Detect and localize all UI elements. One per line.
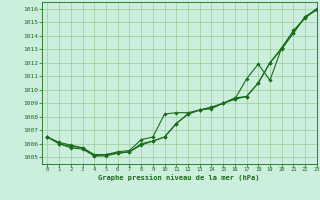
X-axis label: Graphe pression niveau de la mer (hPa): Graphe pression niveau de la mer (hPa) — [99, 174, 260, 181]
